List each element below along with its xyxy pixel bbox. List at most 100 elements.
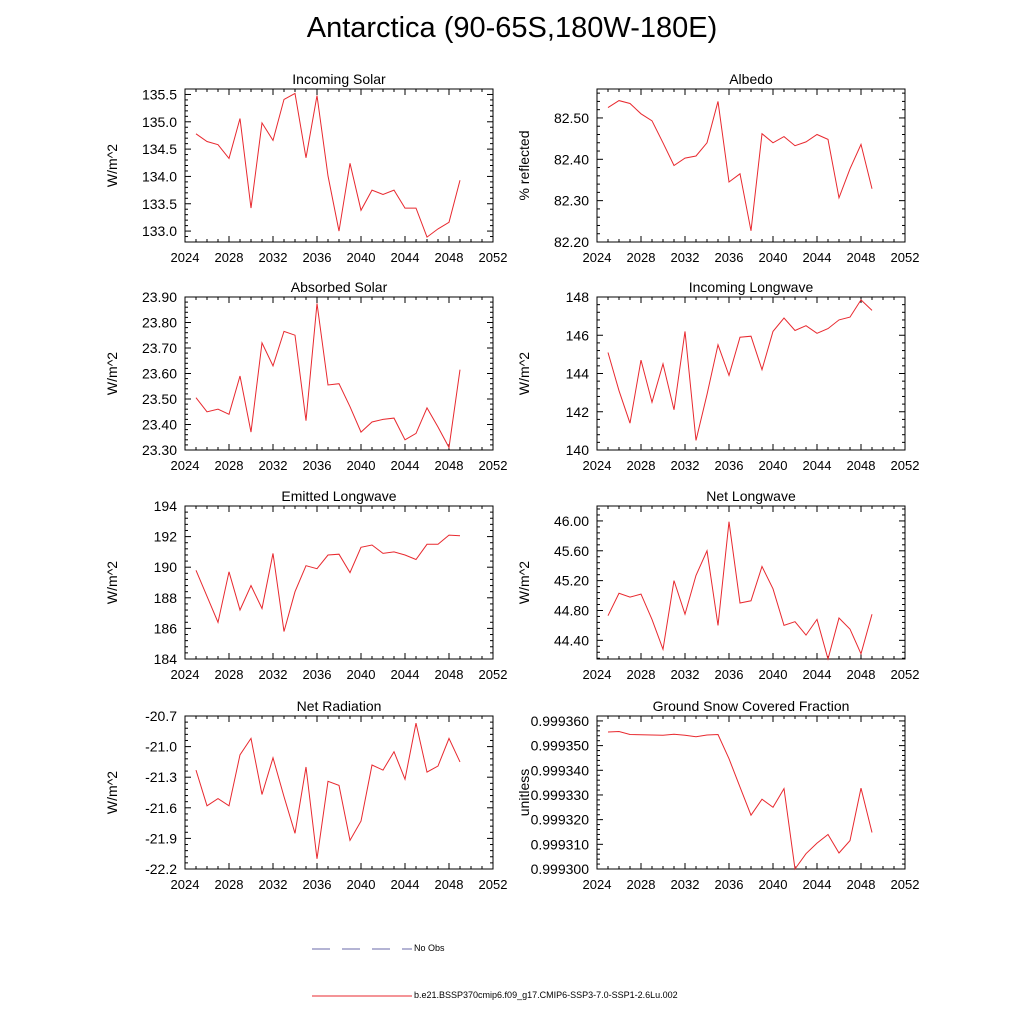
- y-tick-label: 23.40: [142, 417, 177, 433]
- y-tick-label: 146: [566, 327, 590, 343]
- panel-title: Ground Snow Covered Fraction: [653, 698, 850, 714]
- y-tick-label: 0.999350: [531, 738, 590, 754]
- x-tick-label: 2028: [215, 458, 244, 473]
- x-tick-label: 2044: [803, 250, 832, 265]
- panel-title: Net Longwave: [706, 488, 796, 504]
- x-tick-label: 2048: [847, 458, 876, 473]
- y-axis-label: W/m^2: [104, 561, 120, 604]
- y-tick-label: 184: [154, 651, 178, 667]
- panel-title: Net Radiation: [297, 698, 382, 714]
- series-line-incoming-longwave: [607, 299, 873, 441]
- x-tick-label: 2044: [803, 458, 832, 473]
- series-line-albedo: [607, 100, 873, 231]
- x-tick-label: 2044: [391, 667, 420, 682]
- x-tick-label: 2048: [847, 877, 876, 892]
- y-tick-label: -21.0: [145, 739, 177, 755]
- x-tick-label: 2040: [759, 250, 788, 265]
- x-tick-label: 2036: [715, 667, 744, 682]
- x-tick-label: 2048: [435, 877, 464, 892]
- y-tick-label: 23.50: [142, 391, 177, 407]
- x-tick-label: 2028: [215, 667, 244, 682]
- y-tick-label: 23.80: [142, 315, 177, 331]
- page-title: Antarctica (90-65S,180W-180E): [306, 12, 718, 44]
- series-line-absorbed-solar: [195, 303, 461, 450]
- x-tick-label: 2052: [479, 458, 508, 473]
- panel-title: Absorbed Solar: [291, 279, 388, 295]
- series-line-net-longwave: [607, 521, 873, 661]
- y-tick-label: -21.3: [145, 769, 177, 785]
- y-tick-label: 82.40: [554, 151, 589, 167]
- y-tick-label: 135.5: [142, 86, 177, 102]
- panel-net-longwave: Net Longwave W/m^2 2024 2028 2032 2036 2040 204…: [516, 488, 919, 682]
- x-tick-label: 2040: [759, 877, 788, 892]
- x-tick-label: 2028: [215, 877, 244, 892]
- y-tick-label: 188: [154, 590, 178, 606]
- y-axis-label: % reflected: [516, 130, 532, 200]
- x-tick-label: 2028: [627, 667, 656, 682]
- x-tick-label: 2036: [303, 458, 332, 473]
- x-tick-label: 2036: [303, 667, 332, 682]
- x-tick-label: 2044: [803, 877, 832, 892]
- x-tick-label: 2024: [171, 667, 200, 682]
- series-line-emitted-longwave: [195, 534, 461, 632]
- x-tick-label: 2040: [347, 667, 376, 682]
- y-tick-label: 23.30: [142, 442, 177, 458]
- y-tick-label: 135.0: [142, 114, 177, 130]
- panel-net-radiation: Net Radiation W/m^2 2024 2028 2032 2036 2040 20…: [104, 698, 507, 892]
- x-tick-label: 2052: [891, 250, 920, 265]
- x-tick-label: 2044: [391, 877, 420, 892]
- y-tick-label: 0.999360: [531, 713, 590, 729]
- x-tick-label: 2032: [259, 667, 288, 682]
- x-tick-label: 2040: [347, 250, 376, 265]
- x-tick-label: 2032: [671, 667, 700, 682]
- panel-ground-snow-covered-fraction: Ground Snow Covered Fraction unitless 2024…: [516, 698, 919, 892]
- y-tick-label: -22.2: [145, 861, 177, 877]
- x-tick-label: 2048: [435, 250, 464, 265]
- y-tick-label: 133.5: [142, 196, 177, 212]
- x-tick-label: 2040: [759, 458, 788, 473]
- y-tick-label: 23.60: [142, 366, 177, 382]
- y-tick-label: 44.80: [554, 602, 589, 618]
- x-tick-label: 2032: [671, 250, 700, 265]
- y-tick-label: 144: [566, 366, 590, 382]
- x-tick-label: 2052: [479, 667, 508, 682]
- panel-incoming-solar: Incoming Solar W/m^2 2024 2028 2032 2036 2040 2…: [104, 71, 507, 265]
- y-axis-label: W/m^2: [104, 144, 120, 187]
- x-tick-label: 2032: [259, 458, 288, 473]
- x-tick-label: 2024: [171, 250, 200, 265]
- y-tick-label: 0.999340: [531, 762, 590, 778]
- x-tick-label: 2052: [891, 877, 920, 892]
- x-tick-label: 2024: [171, 877, 200, 892]
- legend-model-label: b.e21.BSSP370cmip6.f09_g17.CMIP6-SSP3-7.…: [414, 990, 678, 1000]
- y-tick-label: -20.7: [145, 708, 177, 724]
- x-tick-label: 2036: [303, 250, 332, 265]
- x-tick-label: 2036: [715, 458, 744, 473]
- panel-title: Incoming Longwave: [689, 279, 814, 295]
- panel-albedo: Albedo % reflected 2024 2028 2032 2036 2040 204…: [516, 71, 919, 265]
- x-tick-label: 2032: [259, 250, 288, 265]
- series-line-incoming-solar: [195, 92, 461, 238]
- panel-title: Incoming Solar: [292, 71, 386, 87]
- x-tick-label: 2044: [803, 667, 832, 682]
- y-tick-label: 23.70: [142, 340, 177, 356]
- x-tick-label: 2024: [171, 458, 200, 473]
- panel-title: Albedo: [729, 71, 773, 87]
- y-axis-label: W/m^2: [104, 352, 120, 395]
- y-axis-label: W/m^2: [104, 771, 120, 814]
- y-tick-label: 45.60: [554, 543, 589, 559]
- y-tick-label: 133.0: [142, 223, 177, 239]
- x-tick-label: 2040: [759, 667, 788, 682]
- x-tick-label: 2028: [627, 877, 656, 892]
- x-tick-label: 2024: [583, 667, 612, 682]
- y-tick-label: 23.90: [142, 289, 177, 305]
- x-tick-label: 2048: [847, 667, 876, 682]
- y-tick-label: 186: [154, 620, 178, 636]
- x-tick-label: 2040: [347, 877, 376, 892]
- y-axis-label: W/m^2: [516, 561, 532, 604]
- y-tick-label: 0.999320: [531, 812, 590, 828]
- x-tick-label: 2028: [215, 250, 244, 265]
- y-tick-label: 0.999310: [531, 836, 590, 852]
- x-tick-label: 2028: [627, 458, 656, 473]
